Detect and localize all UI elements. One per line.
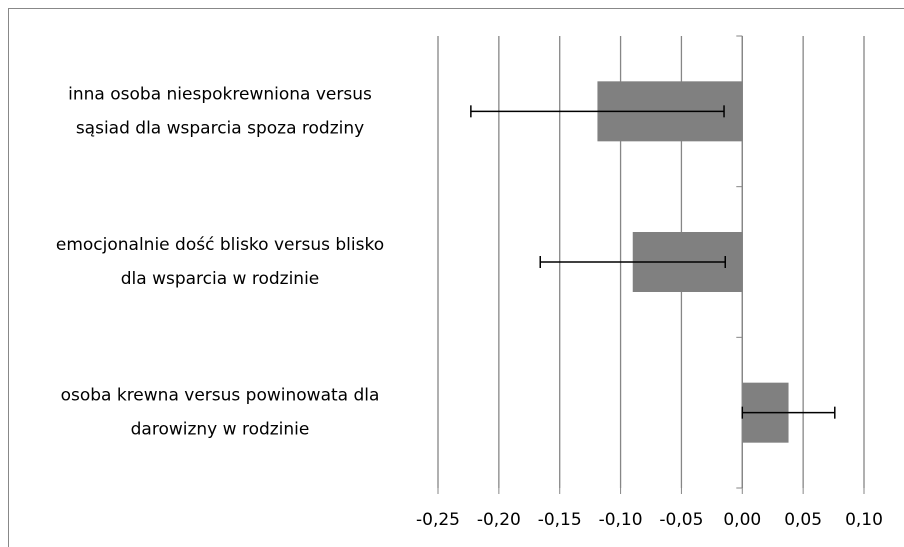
y-tick-label: darowizny w rodzinie xyxy=(131,420,310,440)
x-tick-label: -0,10 xyxy=(599,510,643,530)
chart-frame xyxy=(8,8,904,547)
x-tick-label: -0,05 xyxy=(659,510,703,530)
y-tick-label: osoba krewna versus powinowata dla xyxy=(61,386,380,406)
y-tick-label: sąsiad dla wsparcia spoza rodziny xyxy=(76,118,364,138)
x-tick-label: 0,00 xyxy=(723,510,761,530)
x-tick-label: 0,05 xyxy=(784,510,822,530)
x-tick-label: -0,15 xyxy=(538,510,582,530)
error-bar xyxy=(470,105,725,118)
x-tick-label: -0,25 xyxy=(416,510,460,530)
y-tick-label: inna osoba niespokrewniona versus xyxy=(68,84,372,104)
x-tick-label: 0,10 xyxy=(845,510,883,530)
x-tick-label: -0,20 xyxy=(477,510,521,530)
y-tick-label: dla wsparcia w rodzinie xyxy=(121,269,320,289)
error-bar xyxy=(741,406,836,419)
error-bar xyxy=(539,256,726,268)
y-tick-label: emocjonalnie dość blisko versus blisko xyxy=(56,235,384,255)
